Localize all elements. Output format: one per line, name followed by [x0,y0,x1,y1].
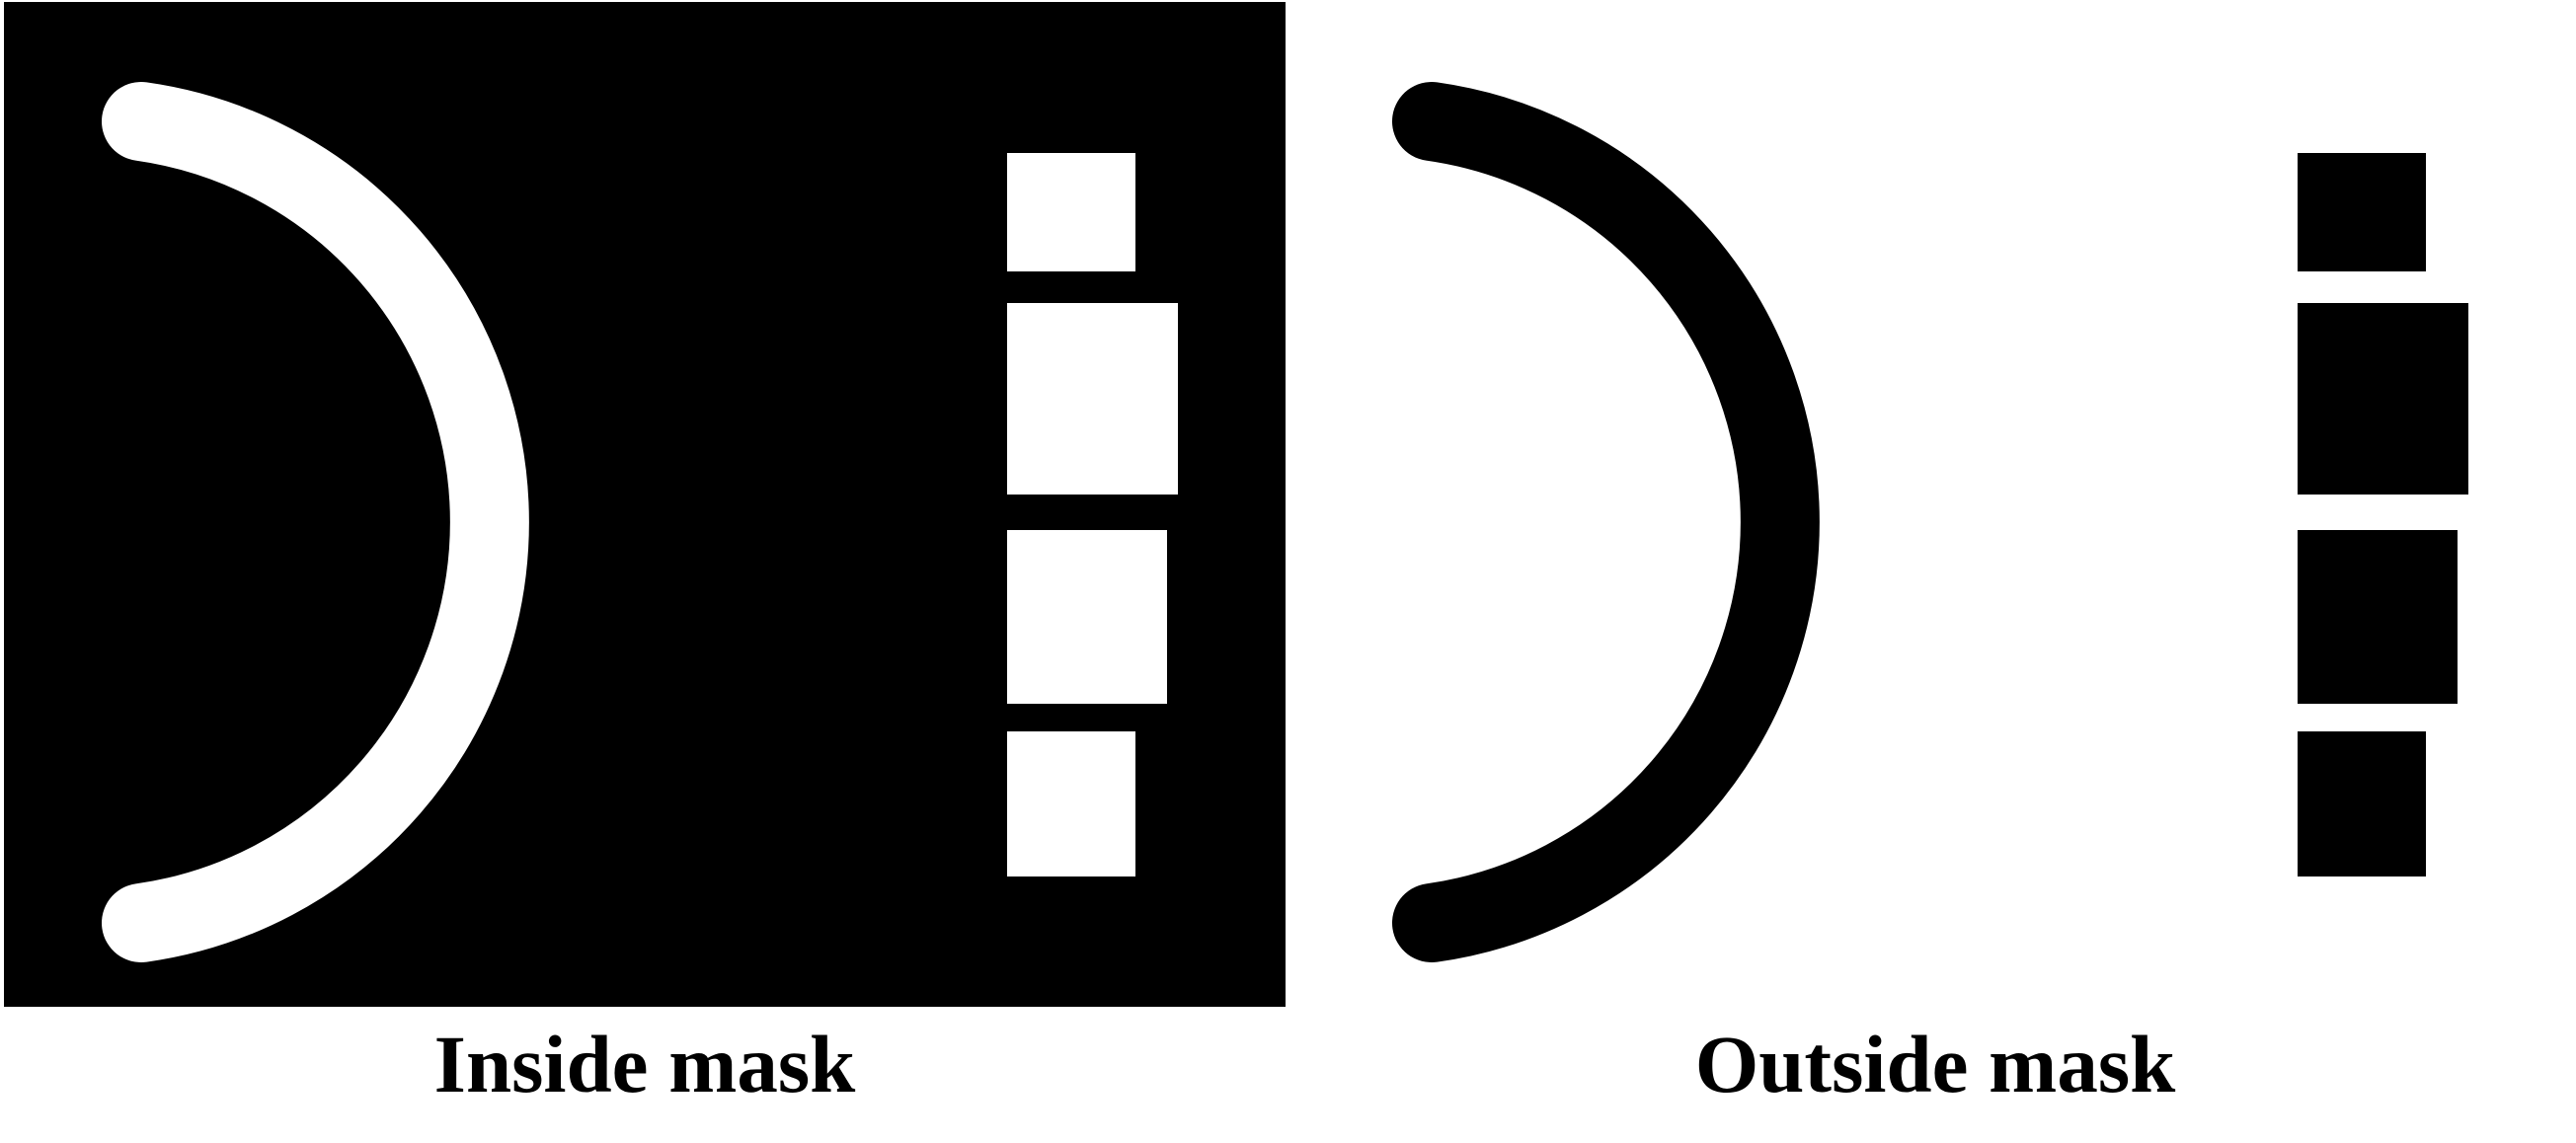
inside-mask-square-3 [1007,530,1167,704]
inside-mask-arc [102,82,529,962]
inside-mask-square-1 [1007,153,1135,271]
outside-mask-panel: Outside mask [1392,82,2468,1109]
outside-mask-arc [1392,82,1820,962]
inside-mask-square-2 [1007,303,1178,495]
inside-mask-caption: Inside mask [434,1019,857,1109]
inside-mask-square-4 [1007,731,1135,876]
outside-mask-square-4 [2298,731,2426,876]
outside-mask-square-3 [2298,530,2458,704]
inside-mask-panel: Inside mask [4,2,1286,1109]
outside-mask-square-2 [2298,303,2468,495]
outside-mask-caption: Outside mask [1695,1019,2176,1109]
outside-mask-square-1 [2298,153,2426,271]
